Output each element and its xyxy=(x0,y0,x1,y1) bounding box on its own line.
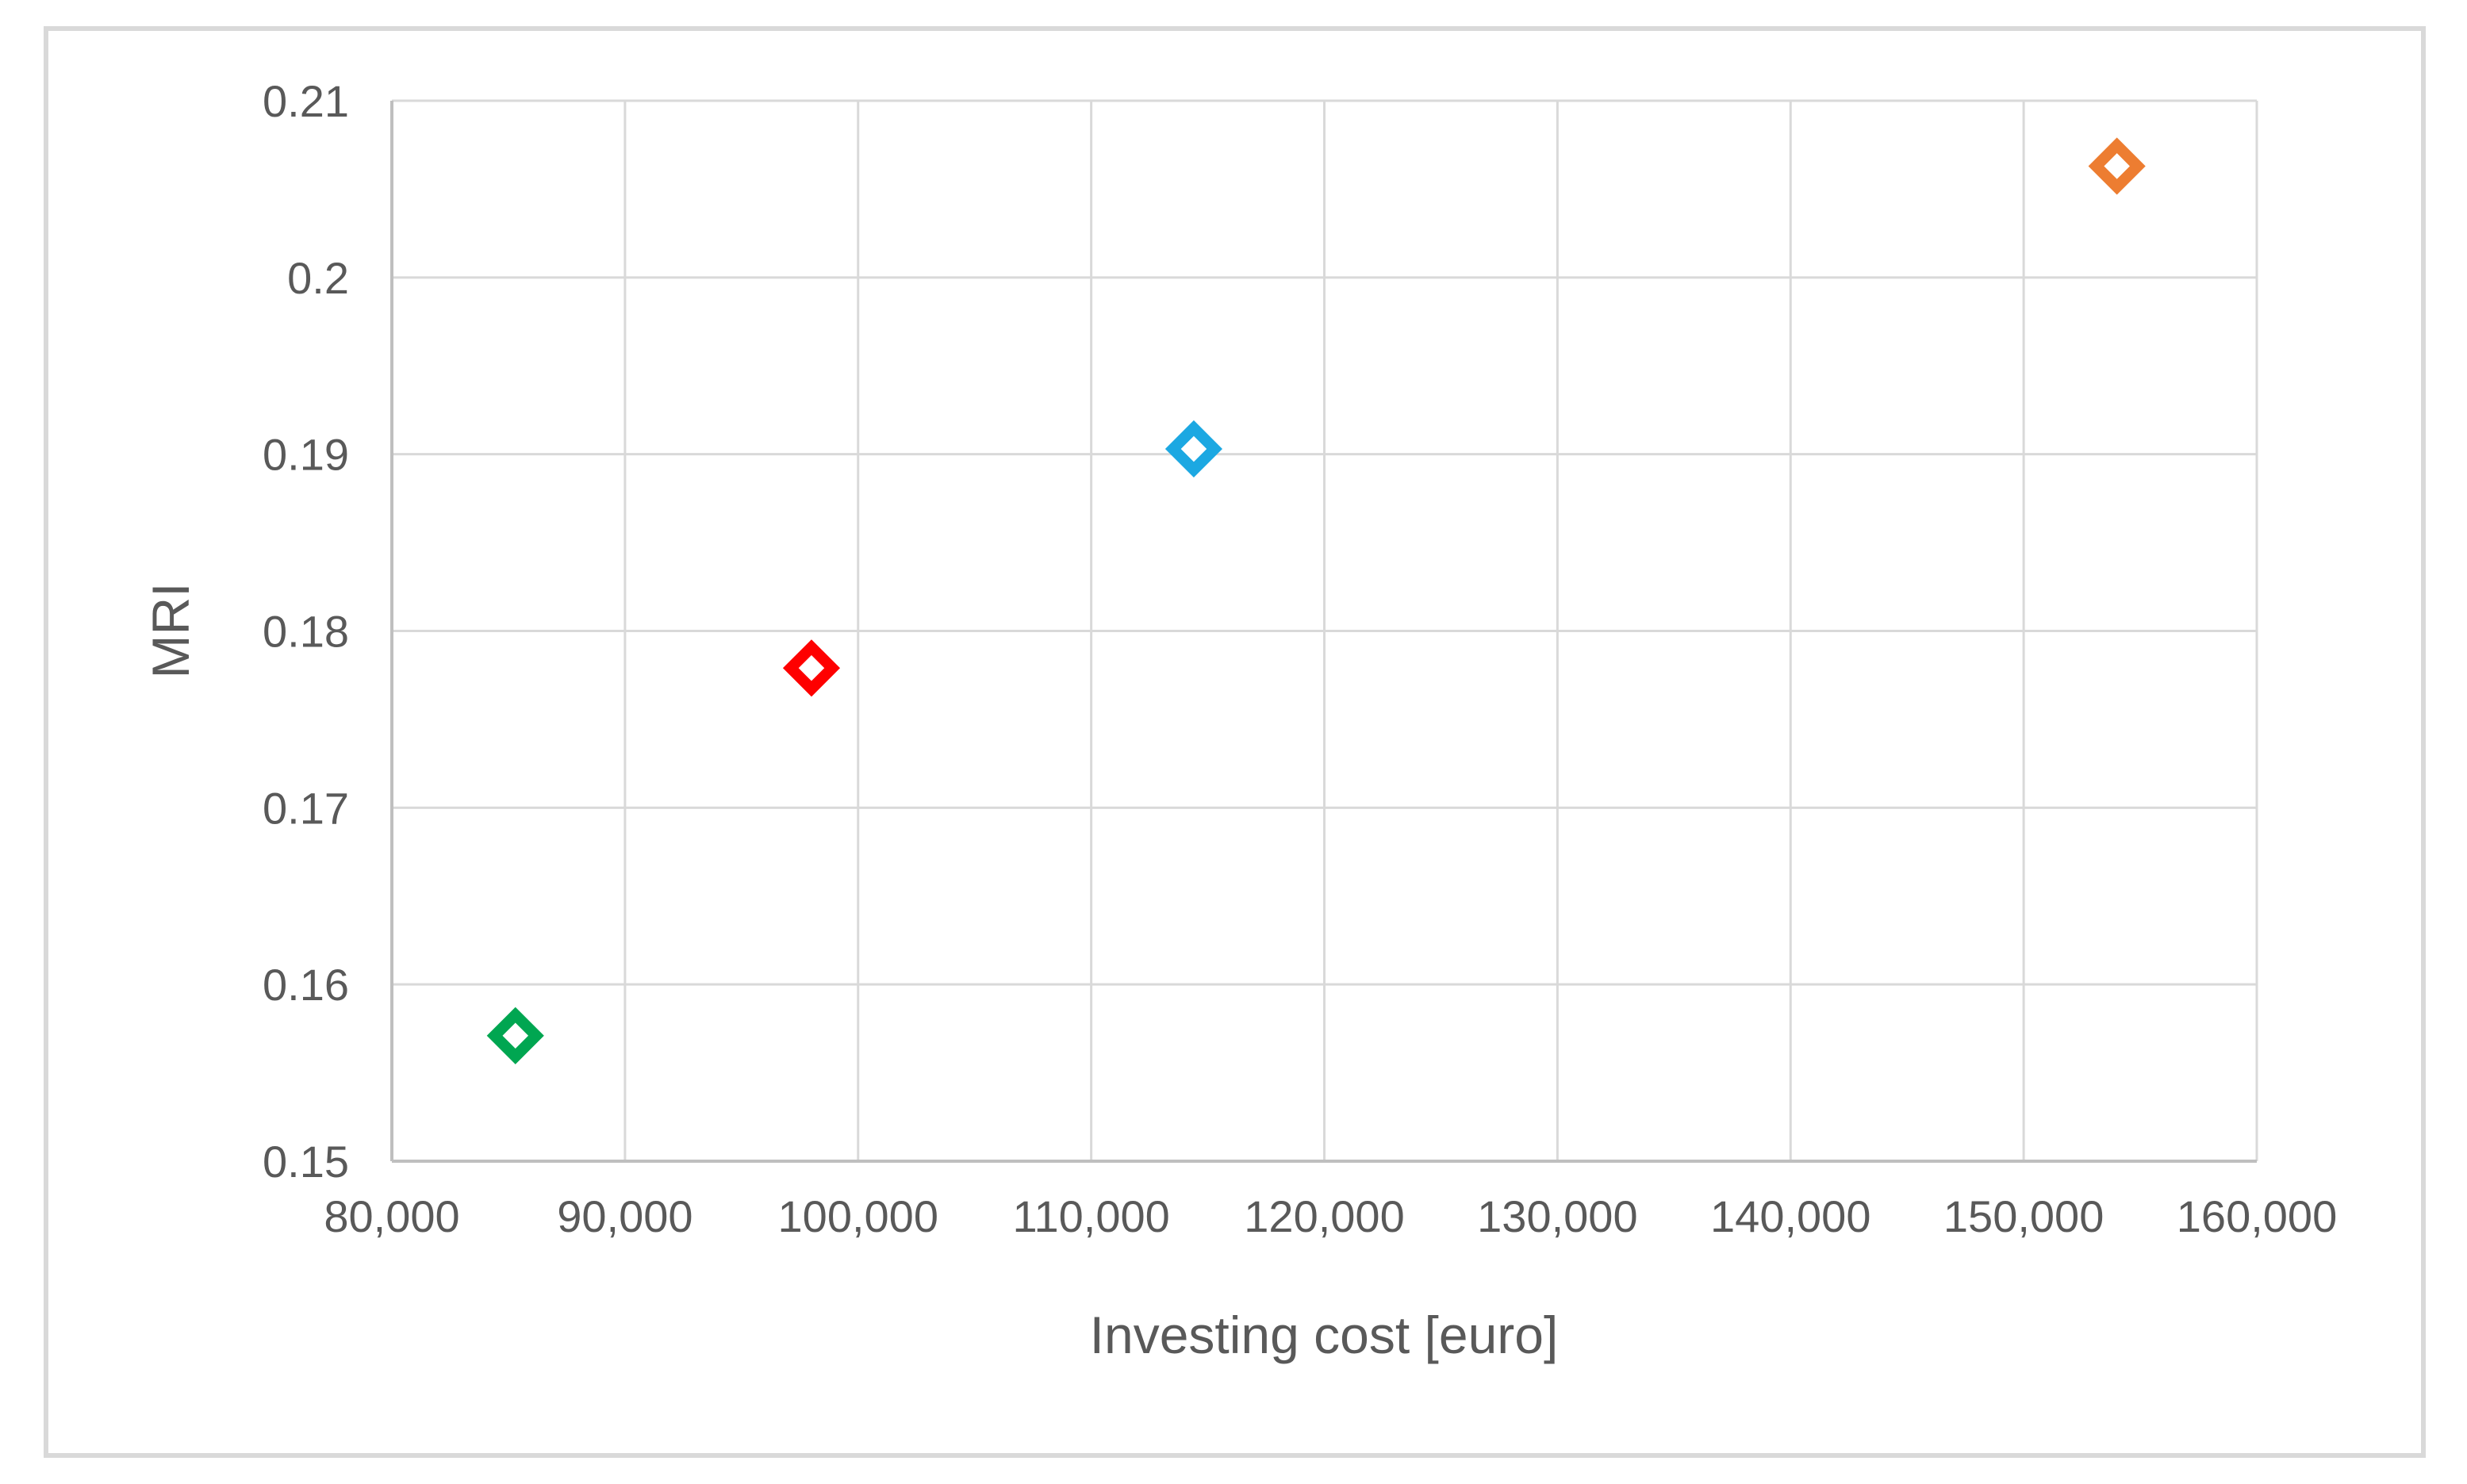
data-point-red xyxy=(782,639,841,697)
x-axis-title: Investing cost [euro] xyxy=(1089,1306,1559,1364)
x-tick-label: 80,000 xyxy=(324,1191,459,1241)
x-tick-label: 90,000 xyxy=(557,1191,693,1241)
x-tick-label: 150,000 xyxy=(1943,1191,2104,1241)
data-point-blue xyxy=(1164,420,1222,478)
y-tick-label: 0.18 xyxy=(263,607,349,657)
y-tick-label: 0.15 xyxy=(263,1137,349,1187)
y-tick-label: 0.19 xyxy=(263,430,349,480)
data-point-orange xyxy=(2088,137,2146,195)
x-tick-label: 160,000 xyxy=(2177,1191,2337,1241)
x-tick-label: 100,000 xyxy=(778,1191,938,1241)
y-tick-label: 0.16 xyxy=(263,960,349,1010)
x-tick-label: 130,000 xyxy=(1477,1191,1637,1241)
x-tick-label: 140,000 xyxy=(1710,1191,1870,1241)
y-tick-label: 0.2 xyxy=(287,253,349,303)
y-tick-label: 0.21 xyxy=(263,76,349,126)
y-axis-title: MRI xyxy=(141,582,200,679)
x-tick-label: 120,000 xyxy=(1244,1191,1404,1241)
y-tick-label: 0.17 xyxy=(263,783,349,833)
chart-frame xyxy=(44,26,2426,1458)
x-tick-label: 110,000 xyxy=(1012,1191,1169,1241)
data-point-green xyxy=(486,1007,544,1064)
